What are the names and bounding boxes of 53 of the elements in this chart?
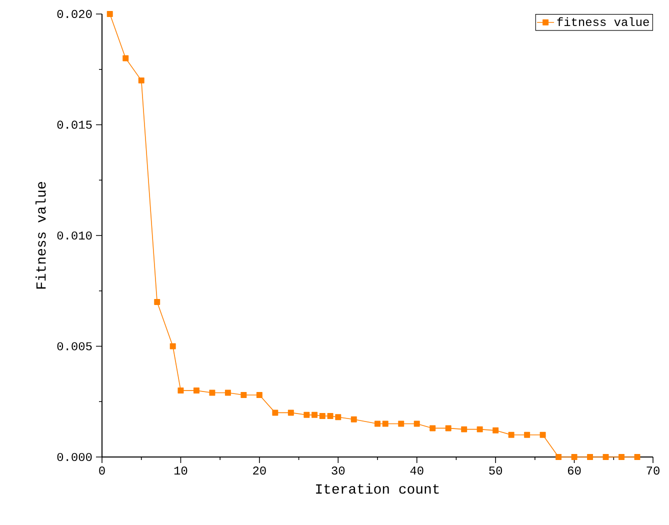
x-tick-label: 10 (174, 466, 188, 475)
y-tick-label: 0.000 (57, 452, 92, 462)
point (571, 454, 578, 460)
point (304, 412, 310, 418)
x-tick-label: 50 (489, 466, 502, 475)
point (154, 298, 160, 305)
point (461, 426, 468, 432)
x-tick-label: 30 (332, 466, 345, 475)
x-tick-label: 40 (410, 466, 424, 475)
x-tick-label: 60 (568, 466, 581, 475)
point (319, 413, 326, 420)
y-tick-label: 0.015 (57, 120, 92, 129)
point (327, 413, 334, 420)
point (178, 388, 184, 394)
y-tick-label: 0.020 (57, 10, 92, 18)
legend-label: fitness value (557, 17, 649, 26)
point (106, 11, 113, 17)
point (193, 388, 200, 394)
point (524, 432, 530, 438)
point (256, 392, 262, 398)
point (224, 390, 231, 396)
x-tick-label: 20 (253, 466, 266, 475)
point (508, 432, 514, 438)
point (634, 454, 640, 460)
y-tick-label: 0.010 (57, 231, 92, 240)
point (445, 425, 452, 432)
point (335, 414, 342, 420)
point (398, 420, 404, 427)
point (170, 343, 176, 350)
point (492, 427, 499, 434)
point (587, 454, 594, 460)
y-axis-title: Fitness value (36, 182, 46, 289)
x-tick-label: 0 (99, 466, 105, 475)
point (288, 410, 294, 416)
point (350, 416, 357, 422)
x-axis-title: Iteration count (316, 483, 439, 494)
point (382, 420, 388, 427)
point (272, 410, 278, 416)
point (540, 432, 546, 438)
point (602, 454, 609, 460)
point (374, 420, 380, 427)
point (618, 454, 625, 460)
point (556, 454, 562, 460)
point (312, 412, 318, 418)
point (138, 77, 144, 84)
y-tick-label: 0.005 (57, 342, 92, 350)
point (209, 390, 216, 396)
point (476, 426, 483, 432)
point (430, 425, 436, 432)
point (122, 55, 129, 62)
point (414, 420, 420, 427)
x-tick-label: 70 (646, 466, 660, 475)
point (240, 392, 247, 398)
